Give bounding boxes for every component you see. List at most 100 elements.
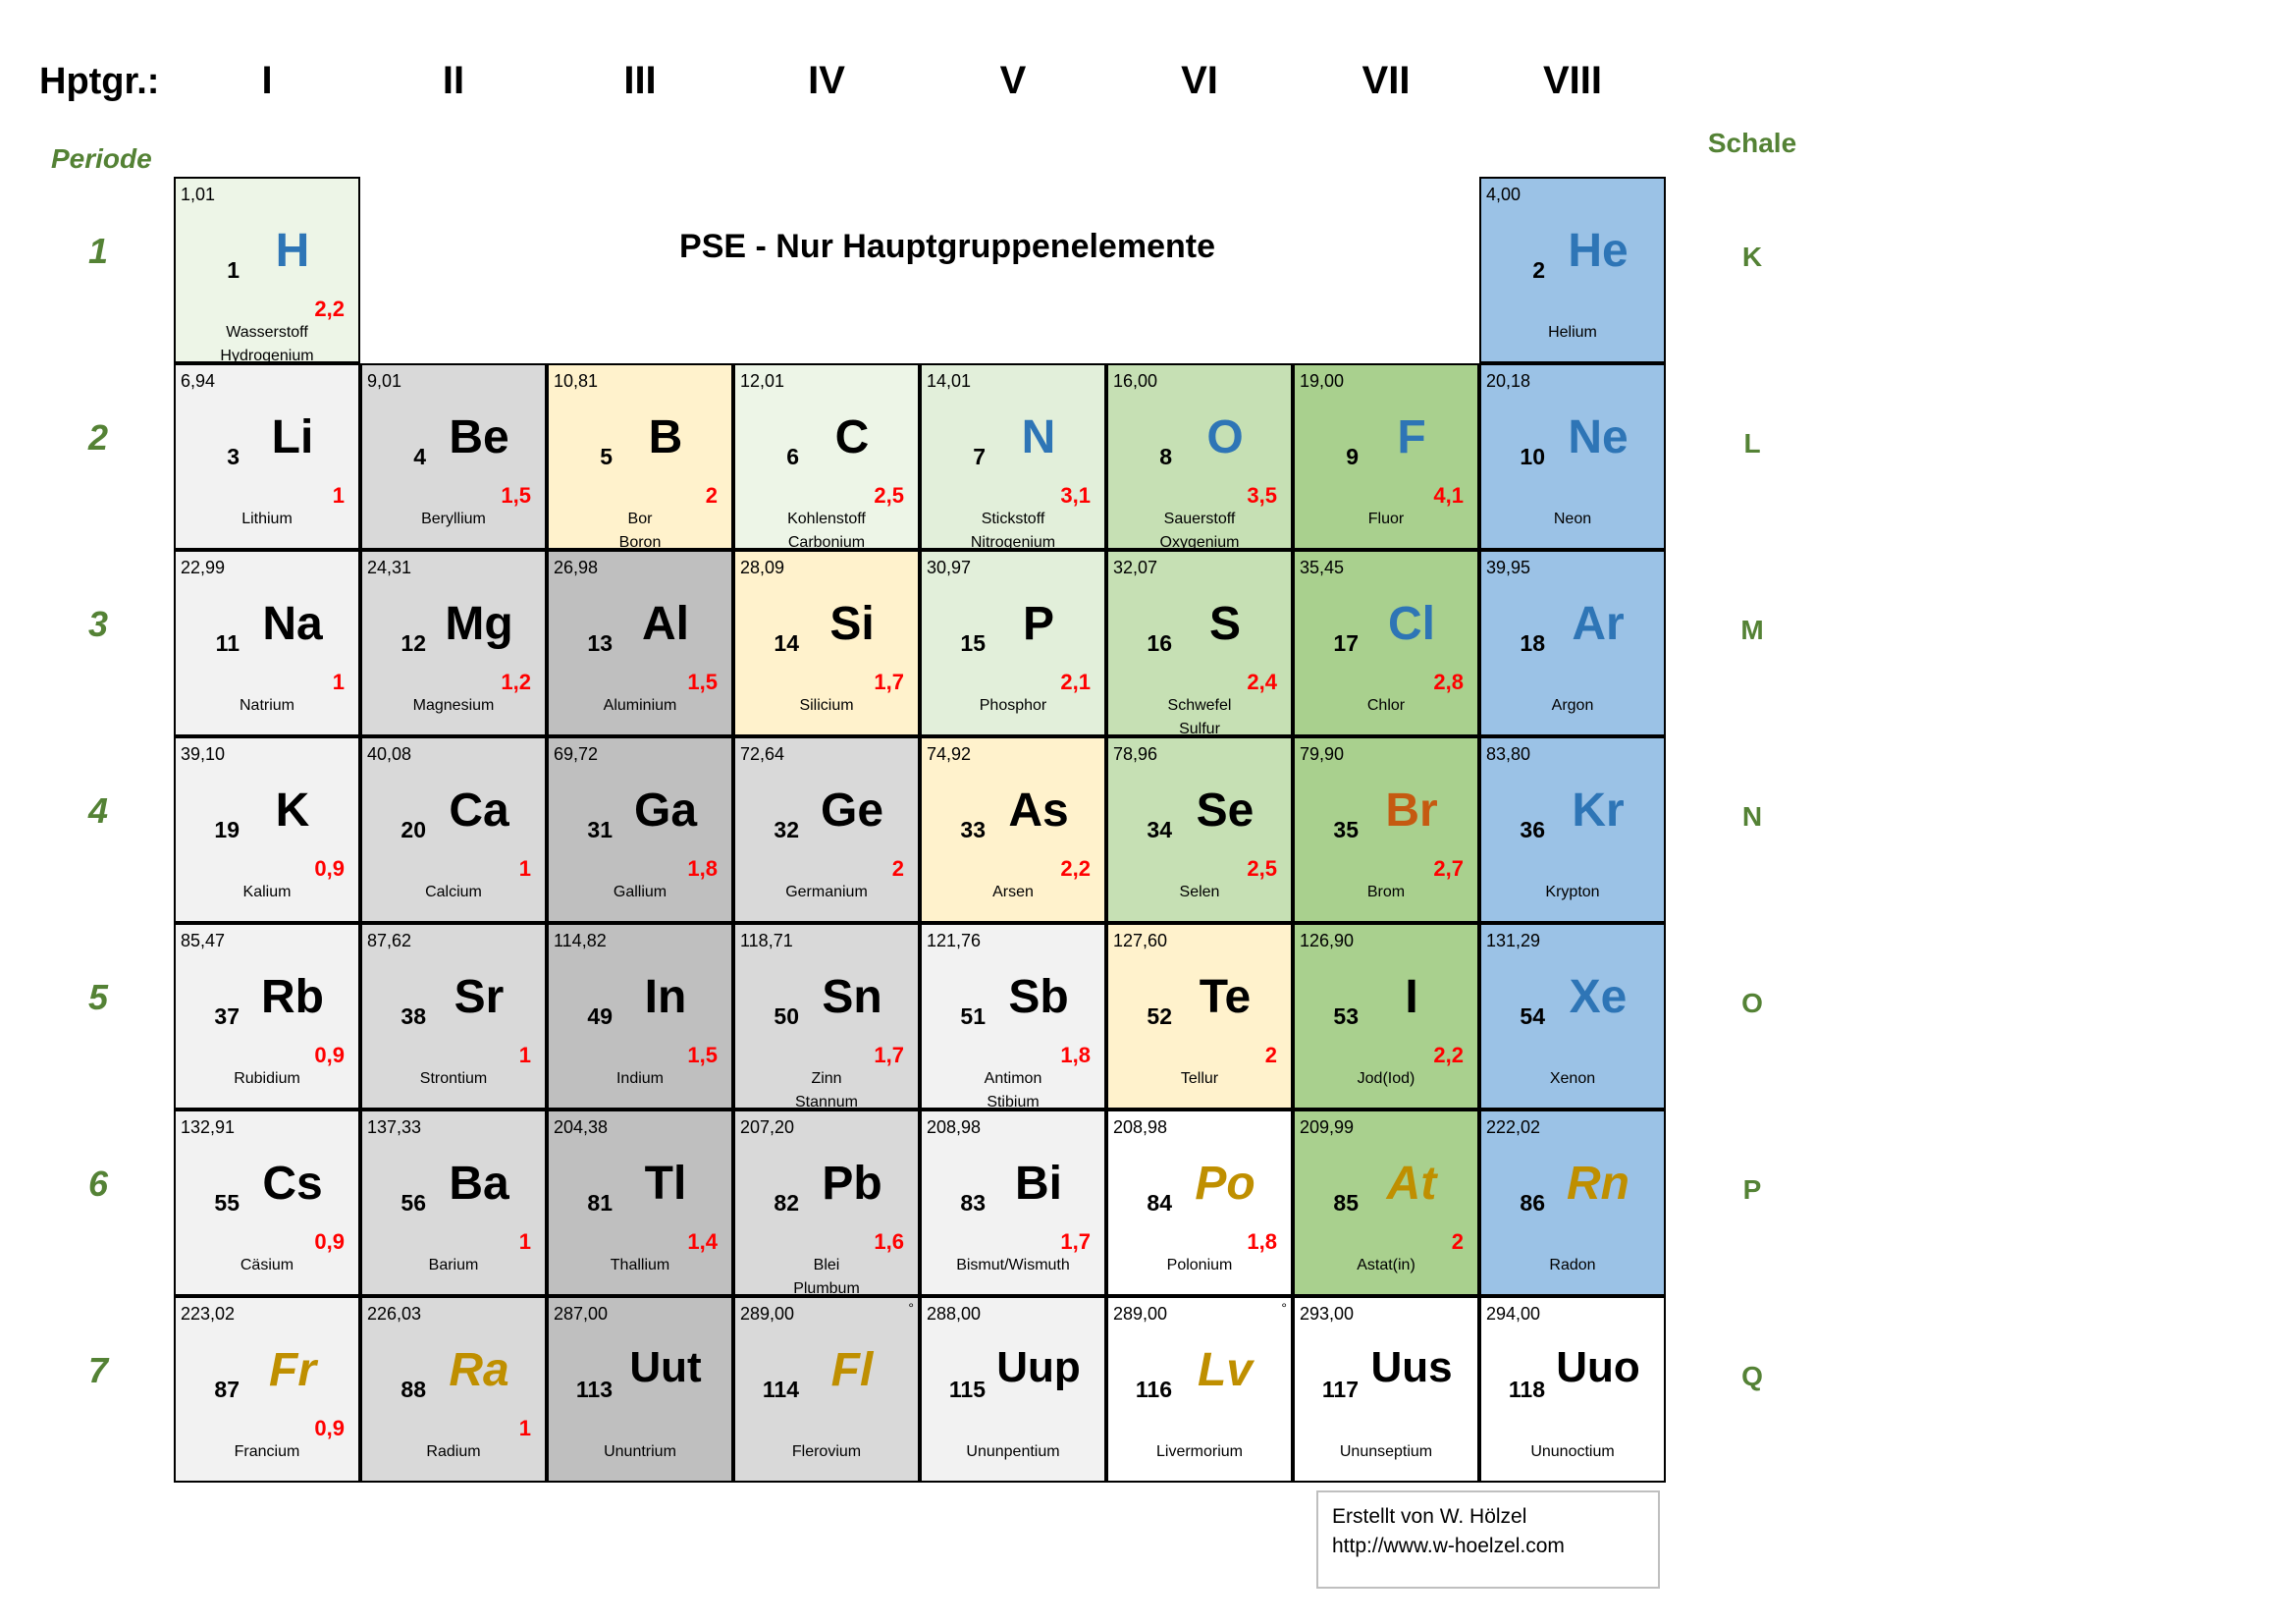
electronegativity: 1 (332, 483, 345, 508)
electronegativity: 2 (1264, 1043, 1277, 1067)
element-name-line-1: Magnesium (412, 697, 495, 714)
element-cell-ga: 69,72 31 Ga 1,8 Gallium (547, 736, 733, 923)
element-symbol: Be (449, 411, 509, 463)
atomic-mass: 118,71 (740, 931, 793, 950)
electronegativity: 2,5 (874, 483, 904, 508)
element-name: Brom (1295, 881, 1477, 904)
element-name: Thallium (549, 1254, 731, 1277)
element-symbol: Fl (830, 1344, 874, 1396)
element-symbol: Ra (449, 1344, 509, 1396)
element-name-line-1: Rubidium (234, 1070, 300, 1087)
element-symbol: Uuo (1556, 1343, 1640, 1391)
element-name-line-2: Sulfur (1179, 721, 1220, 737)
electronegativity: 1,6 (874, 1229, 904, 1254)
element-cell-uup: 288,00 115 Uup Ununpentium (920, 1296, 1106, 1483)
credit-url[interactable]: http://www.w-hoelzel.com (1332, 1535, 1565, 1557)
electronegativity: 1,2 (501, 670, 531, 694)
element-name: Beryllium (362, 508, 545, 531)
electronegativity: 1,5 (501, 483, 531, 508)
electronegativity: 2,2 (314, 297, 345, 321)
element-name-line-1: Helium (1548, 324, 1597, 341)
atomic-mass: 208,98 (927, 1117, 982, 1137)
element-name-line-1: Blei (813, 1257, 840, 1273)
element-cell-mg: 24,31 12 Mg 1,2 Magnesium (360, 550, 547, 736)
element-symbol: I (1405, 971, 1418, 1023)
element-name-line-1: Argon (1551, 697, 1594, 714)
atomic-number: 88 (400, 1377, 426, 1402)
element-cell-sb: 121,76 51 Sb 1,8 Antimon Stibium (920, 923, 1106, 1110)
atomic-number: 10 (1520, 444, 1545, 469)
atomic-mass: 1,01 (181, 185, 216, 204)
atomic-mass: 121,76 (927, 931, 982, 950)
atomic-mass: 26,98 (554, 558, 599, 577)
element-cell-f: 19,00 9 F 4,1 Fluor (1293, 363, 1479, 550)
element-cell-in: 114,82 49 In 1,5 Indium (547, 923, 733, 1110)
atomic-mass: 22,99 (181, 558, 226, 577)
atomic-mass: 40,08 (367, 744, 412, 764)
element-name: Argon (1481, 694, 1664, 718)
element-name: Tellur (1108, 1067, 1291, 1091)
element-cell-o: 16,00 8 O 3,5 Sauerstoff Oxygenium (1106, 363, 1293, 551)
atomic-mass: 20,18 (1486, 371, 1531, 391)
element-name: Calcium (362, 881, 545, 904)
element-name-line-1: Ununseptium (1339, 1443, 1433, 1460)
degree-mark: ° (908, 1300, 914, 1316)
element-name: Livermorium (1108, 1440, 1291, 1464)
element-cell-b: 10,81 5 B 2 Bor Boron (547, 363, 733, 551)
credit-author: Erstellt von W. Hölzel (1332, 1505, 1527, 1528)
atomic-mass: 83,80 (1486, 744, 1531, 764)
group-header-3: III (623, 59, 657, 102)
element-symbol: Al (642, 598, 689, 650)
element-name: Selen (1108, 881, 1291, 904)
electronegativity: 2,4 (1247, 670, 1277, 694)
element-cell-cs: 132,91 55 Cs 0,9 Cäsium (174, 1110, 360, 1296)
element-cell-be: 9,01 4 Be 1,5 Beryllium (360, 363, 547, 550)
element-symbol: N (1021, 411, 1056, 463)
element-name-line-1: Krypton (1545, 884, 1600, 900)
element-name: Aluminium (549, 694, 731, 718)
atomic-number: 34 (1147, 817, 1172, 842)
group-header-5: V (999, 59, 1027, 102)
element-name: Chlor (1295, 694, 1477, 718)
atomic-mass: 126,90 (1300, 931, 1355, 950)
electronegativity: 2,7 (1433, 856, 1464, 881)
atomic-number: 50 (774, 1003, 799, 1029)
atomic-mass: 78,96 (1113, 744, 1158, 764)
element-name-line-1: Neon (1553, 511, 1592, 527)
electronegativity: 2,8 (1433, 670, 1464, 694)
element-name-line-1: Selen (1179, 884, 1220, 900)
element-symbol: Sb (1008, 971, 1069, 1023)
atomic-number: 52 (1147, 1003, 1172, 1029)
element-symbol: As (1008, 785, 1069, 837)
electronegativity: 1,7 (874, 670, 904, 694)
element-name: Fluor (1295, 508, 1477, 531)
element-symbol: Uus (1370, 1343, 1453, 1391)
element-cell-br: 79,90 35 Br 2,7 Brom (1293, 736, 1479, 923)
element-cell-ge: 72,64 32 Ge 2 Germanium (733, 736, 920, 923)
element-cell-he: 4,00 2 He Helium (1479, 177, 1666, 363)
period-number-5: 5 (87, 977, 109, 1017)
electronegativity: 1,7 (874, 1043, 904, 1067)
element-symbol: Ca (449, 785, 509, 837)
atomic-mass: 35,45 (1300, 558, 1345, 577)
element-name-line-1: Indium (615, 1070, 665, 1087)
element-name: Arsen (922, 881, 1104, 904)
element-symbol: Mg (445, 598, 513, 650)
element-name: Ununoctium (1481, 1440, 1664, 1464)
atomic-mass: 114,82 (554, 931, 607, 950)
electronegativity: 1,8 (1247, 1229, 1277, 1254)
element-symbol: He (1568, 225, 1629, 277)
element-name-line-1: Thallium (610, 1257, 670, 1273)
period-number-1: 1 (87, 231, 109, 271)
element-cell-li: 6,94 3 Li 1 Lithium (174, 363, 360, 550)
atomic-number: 51 (960, 1003, 986, 1029)
atomic-mass: 24,31 (367, 558, 412, 577)
element-symbol: Rn (1567, 1158, 1629, 1210)
group-header-1: I (261, 59, 273, 102)
atomic-number: 13 (587, 630, 613, 656)
element-name: Strontium (362, 1067, 545, 1091)
atomic-number: 4 (413, 444, 426, 469)
atomic-mass: 79,90 (1300, 744, 1345, 764)
element-cell-tl: 204,38 81 Tl 1,4 Thallium (547, 1110, 733, 1296)
atomic-number: 11 (215, 630, 240, 656)
